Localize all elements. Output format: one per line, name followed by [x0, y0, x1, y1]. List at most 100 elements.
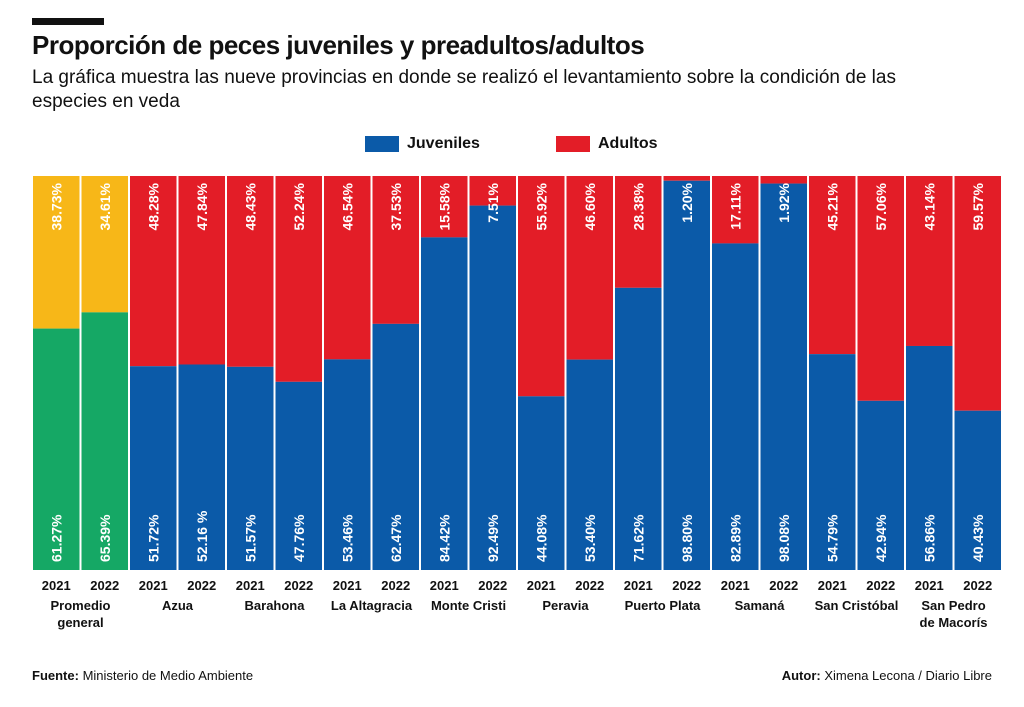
bar-adultos — [906, 176, 953, 346]
year-label: 2022 — [284, 578, 313, 593]
data-label-juveniles: 62.47% — [388, 514, 404, 562]
bar-juveniles — [857, 400, 904, 570]
bar-juveniles — [421, 237, 468, 570]
category-label: Barahona — [245, 598, 306, 613]
year-label: 2022 — [90, 578, 119, 593]
data-label-juveniles: 56.86% — [921, 514, 937, 562]
data-label-juveniles: 98.08% — [776, 514, 792, 562]
data-label-juveniles: 40.43% — [970, 514, 986, 562]
bar-adultos — [469, 176, 516, 206]
year-label: 2021 — [139, 578, 168, 593]
bar-juveniles — [809, 354, 856, 570]
data-label-adultos: 17.11% — [727, 182, 743, 229]
source-label: Fuente: — [32, 668, 79, 683]
data-label-adultos: 34.61% — [97, 182, 113, 230]
legend-label-adultos: Adultos — [598, 135, 658, 152]
year-label: 2022 — [381, 578, 410, 593]
bar-juveniles — [130, 366, 177, 570]
data-label-adultos: 57.06% — [873, 182, 889, 230]
bar-adultos — [130, 176, 177, 367]
bar-adultos — [178, 176, 225, 365]
category-label: La Altagracia — [331, 598, 413, 613]
chart-subtitle: La gráfica muestra las nueve provincias … — [32, 67, 896, 112]
bar-adultos — [227, 176, 274, 367]
data-label-adultos: 38.73% — [48, 182, 64, 230]
data-label-juveniles: 51.72% — [145, 514, 161, 562]
chart-title: Proporción de peces juveniles y preadult… — [32, 30, 645, 60]
bar-juveniles — [469, 205, 516, 570]
author-note: Autor: Ximena Lecona / Diario Libre — [782, 668, 992, 683]
legend-item-juveniles: Juveniles — [365, 132, 480, 156]
author-label: Autor: — [781, 668, 821, 683]
bar-juveniles — [518, 396, 565, 570]
bar-juveniles — [566, 359, 613, 570]
category-label: de Macorís — [920, 615, 988, 630]
category-label: Peravia — [542, 598, 589, 613]
data-label-adultos: 15.58% — [436, 182, 452, 230]
category-label: San Cristóbal — [815, 598, 899, 613]
source-note: Fuente: Ministerio de Medio Ambiente — [32, 668, 253, 683]
bar-juveniles — [906, 345, 953, 570]
year-label: 2021 — [818, 578, 847, 593]
data-label-juveniles: 65.39% — [97, 514, 113, 562]
category-label: Azua — [162, 598, 194, 613]
bar-juveniles — [33, 328, 80, 570]
legend-item-adultos: Adultos — [556, 132, 658, 156]
bar-adultos — [324, 176, 371, 360]
bar-adultos — [857, 176, 904, 401]
data-label-adultos: 43.14% — [921, 182, 937, 230]
bar-adultos — [954, 176, 1001, 411]
year-label: 2022 — [575, 578, 604, 593]
bar-juveniles — [81, 312, 128, 570]
data-label-juveniles: 51.57% — [242, 514, 258, 562]
source-text: Ministerio de Medio Ambiente — [82, 668, 254, 683]
data-label-juveniles: 44.08% — [533, 514, 549, 562]
data-label-juveniles: 82.89% — [727, 514, 743, 562]
bar-juveniles — [615, 287, 662, 570]
category-label: Monte Cristi — [431, 598, 506, 613]
data-label-adultos: 55.92% — [533, 182, 549, 230]
data-label-adultos: 52.24% — [291, 182, 307, 230]
bar-adultos — [809, 176, 856, 355]
bar-juveniles — [227, 366, 274, 570]
year-label: 2022 — [963, 578, 992, 593]
year-label: 2021 — [430, 578, 459, 593]
legend-swatch-adultos — [556, 136, 590, 152]
title-rule — [32, 18, 104, 25]
data-label-juveniles: 61.27% — [48, 514, 64, 562]
year-label: 2021 — [236, 578, 265, 593]
data-label-adultos: 1.20% — [679, 182, 695, 222]
year-label: 2022 — [769, 578, 798, 593]
category-label: Samaná — [735, 598, 786, 613]
bar-adultos — [663, 176, 710, 181]
data-label-juveniles: 53.40% — [582, 514, 598, 562]
category-label: Puerto Plata — [625, 598, 702, 613]
author-text: Ximena Lecona / Diario Libre — [824, 668, 992, 683]
bar-juveniles — [324, 359, 371, 570]
data-label-adultos: 28.38% — [630, 182, 646, 230]
bar-adultos — [421, 176, 468, 238]
bar-adultos — [760, 176, 807, 184]
category-label: Promedio — [51, 598, 111, 613]
bar-adultos — [33, 176, 80, 329]
bar-adultos — [712, 176, 759, 244]
data-label-adultos: 59.57% — [970, 182, 986, 230]
bar-juveniles — [372, 323, 419, 570]
bar-adultos — [566, 176, 613, 360]
data-label-adultos: 48.28% — [145, 182, 161, 230]
bar-juveniles — [275, 381, 322, 570]
data-label-adultos: 37.53% — [388, 182, 404, 230]
category-label: general — [57, 615, 103, 630]
bar-juveniles — [760, 183, 807, 570]
bar-adultos — [518, 176, 565, 397]
bar-juveniles — [954, 410, 1001, 570]
data-label-juveniles: 71.62% — [630, 514, 646, 562]
bar-adultos — [372, 176, 419, 324]
data-label-juveniles: 54.79% — [824, 514, 840, 562]
year-label: 2021 — [915, 578, 944, 593]
data-label-adultos: 47.84% — [194, 182, 210, 230]
year-label: 2021 — [721, 578, 750, 593]
data-label-juveniles: 52.16 % — [194, 510, 210, 562]
stacked-bar-chart: 38.73% 61.27% 2021 34.61% 65.39% 2022 Promedio… — [33, 176, 1001, 630]
data-label-juveniles: 92.49% — [485, 514, 501, 562]
